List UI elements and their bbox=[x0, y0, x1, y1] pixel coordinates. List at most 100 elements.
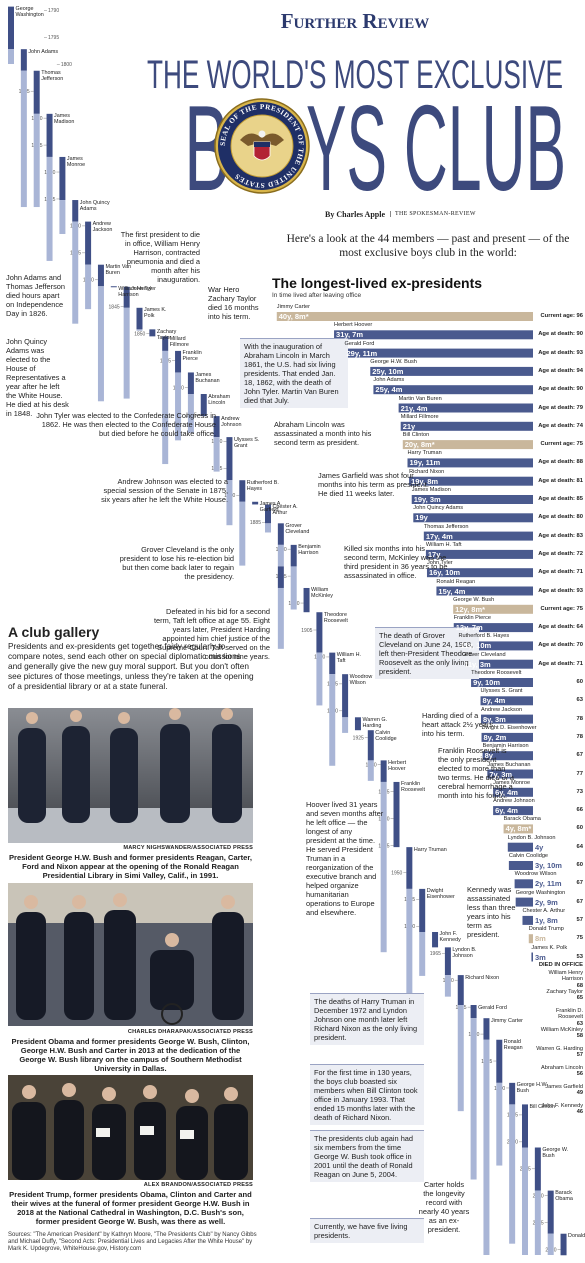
president-name: Ulysses S. Grant bbox=[233, 436, 260, 449]
post-presidency-bar bbox=[547, 1233, 554, 1255]
bar-value-label: 21y bbox=[402, 421, 416, 431]
bar bbox=[481, 732, 533, 742]
president-name: Martin Van Buren bbox=[105, 264, 132, 277]
term-bar bbox=[162, 336, 169, 351]
y-tick-label: 1905 bbox=[301, 628, 312, 634]
bar-value-label: 6y, 4m bbox=[495, 787, 518, 797]
term-bar bbox=[8, 6, 14, 50]
died-in-office-title: DIED IN OFFICE bbox=[538, 962, 583, 968]
post-presidency-bar bbox=[20, 70, 27, 208]
bar-name: Harry Truman bbox=[407, 450, 442, 457]
annotation: Kennedy was assassinated less than three… bbox=[467, 885, 516, 939]
bar-value-label: 17y bbox=[427, 549, 441, 559]
term-bar bbox=[97, 264, 104, 287]
age-label: Age at death: 90 bbox=[538, 331, 583, 338]
term-bar bbox=[239, 480, 246, 502]
president-name: Andrew Jackson bbox=[92, 221, 113, 234]
bar bbox=[373, 385, 533, 395]
age-label: Age at death: 80 bbox=[538, 514, 583, 521]
died-in-office-row: William McKinley 58 bbox=[535, 1027, 583, 1040]
bar bbox=[481, 714, 533, 724]
age-label: 75 bbox=[576, 935, 583, 942]
annotation: Killed six months into his second term, … bbox=[344, 544, 448, 580]
seal: SEAL OF THE PRESIDENT OF THE UNITED STAT… bbox=[214, 98, 310, 194]
bar-value-label: 1y, 8m bbox=[535, 915, 558, 925]
bar-name: Barack Obama bbox=[503, 816, 541, 823]
term-bar bbox=[85, 221, 92, 265]
post-presidency-bar bbox=[406, 888, 413, 997]
post-presidency-bar bbox=[470, 1018, 477, 1180]
age-label: Age at death: 71 bbox=[538, 569, 583, 576]
bar bbox=[398, 403, 533, 413]
term-bar bbox=[72, 200, 79, 222]
president-name: Grover Cleveland bbox=[285, 522, 310, 535]
president-name: George H.W. Bush bbox=[516, 1082, 548, 1095]
bar-value-label: 19y bbox=[415, 513, 428, 523]
post-presidency-bar bbox=[97, 286, 104, 402]
president-name: James Buchanan bbox=[195, 371, 220, 384]
post-presidency-bar bbox=[483, 1039, 490, 1255]
bar-name: Richard Nixon bbox=[409, 468, 445, 475]
bar bbox=[528, 934, 533, 944]
bar bbox=[409, 476, 533, 486]
age-label: Age at death: 79 bbox=[538, 404, 583, 411]
bar-value-label: 12y, 8m* bbox=[455, 604, 486, 614]
president-name: William Henry Harrison bbox=[548, 970, 584, 983]
age-label: 66 bbox=[576, 807, 583, 814]
bar bbox=[471, 678, 533, 687]
term-bar bbox=[136, 307, 143, 330]
post-presidency-bar bbox=[123, 307, 130, 399]
died-in-office-row: Warren G. Harding 57 bbox=[535, 1046, 583, 1059]
bar-name: Andrew Jackson bbox=[481, 706, 523, 713]
age-label: Age at death: 74 bbox=[538, 422, 583, 429]
bar-name: Thomas Jefferson bbox=[423, 523, 469, 530]
president-name: Zachary Taylor bbox=[156, 328, 177, 341]
bar-value-label: 8m bbox=[535, 934, 546, 944]
bar-value-label: 3m bbox=[535, 952, 546, 962]
byline: By Charles Apple bbox=[325, 210, 386, 219]
age-label: Current age: 75 bbox=[540, 441, 583, 448]
term-bar bbox=[509, 1082, 516, 1105]
bar-name: Woodrow Wilson bbox=[514, 871, 557, 878]
post-presidency-bar bbox=[59, 200, 66, 234]
bar-name: Franklin Pierce bbox=[453, 615, 492, 622]
bar-name: Millard Fillmore bbox=[400, 413, 439, 420]
bar-value-label: 17y, 4m bbox=[425, 531, 453, 541]
died-in-office-row: Abraham Lincoln 56 bbox=[535, 1065, 583, 1078]
bar-name: Jimmy Carter bbox=[276, 304, 311, 310]
post-presidency-bar bbox=[277, 587, 284, 649]
president-name: John F. Kennedy bbox=[439, 931, 461, 944]
bar-name: John Adams bbox=[373, 377, 405, 384]
annotation: War Hero Zachary Taylor died 16 months i… bbox=[208, 285, 259, 321]
bar bbox=[370, 366, 533, 376]
president-name: Gerald Ford bbox=[478, 1004, 507, 1011]
age-label: 73 bbox=[576, 788, 583, 795]
president-name: Rutherford B. Hayes bbox=[246, 479, 279, 492]
annotation: James Garfield was shot four months into… bbox=[318, 471, 429, 498]
bar bbox=[493, 787, 533, 797]
term-bar bbox=[290, 544, 297, 567]
outlet: THE SPOKESMAN-REVIEW bbox=[390, 211, 476, 217]
annotation: John Adams and Thomas Jefferson died hou… bbox=[6, 273, 66, 318]
bar-name: Theodore Roosevelt bbox=[471, 670, 522, 676]
bar bbox=[407, 458, 533, 468]
age: 49 bbox=[576, 1090, 583, 1097]
term-bar bbox=[226, 437, 233, 481]
annotation: The first president to die in office, Wi… bbox=[120, 230, 200, 284]
age-label: 60 bbox=[576, 825, 583, 832]
bar bbox=[503, 824, 533, 834]
bar-name: Chester A. Arthur bbox=[522, 907, 566, 914]
post-presidency-bar bbox=[522, 1147, 528, 1255]
post-presidency-bar bbox=[33, 113, 40, 208]
president-name: George Washington bbox=[15, 6, 44, 19]
term-bar bbox=[496, 1039, 503, 1083]
term-bar bbox=[406, 847, 413, 889]
post-presidency-bar bbox=[342, 717, 349, 733]
bar-name: George W. Bush bbox=[453, 596, 495, 603]
bar bbox=[508, 861, 533, 870]
president-name: John Tyler bbox=[131, 286, 156, 293]
president-name: Millard Fillmore bbox=[169, 335, 189, 348]
annotation: Carter holds the longevity record with n… bbox=[418, 1180, 470, 1234]
intro: Here's a look at the 44 members — past a… bbox=[286, 233, 570, 259]
president-name: Richard Nixon bbox=[465, 974, 500, 981]
